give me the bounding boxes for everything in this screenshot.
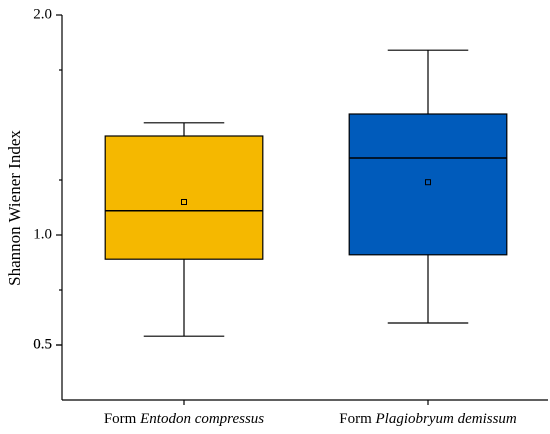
category-prefix: Form: [339, 411, 372, 427]
y-tick-label: 1.0: [33, 226, 52, 242]
category-species: Entodon compressus: [139, 411, 264, 427]
box: [104, 135, 264, 260]
y-tick-label: 2.0: [33, 6, 52, 22]
mean: [425, 179, 431, 186]
y-tick-label: 0.5: [33, 336, 52, 352]
x-tick-label: Form Entodon compressus: [104, 411, 264, 427]
mean: [181, 199, 187, 205]
x-tick-label: Form Plagiobryum demissum: [339, 411, 517, 427]
y-tick-label: 0.5: [33, 336, 52, 352]
category-prefix: Form: [104, 411, 137, 427]
category-species: Plagiobryum demissum: [375, 411, 517, 427]
y-axis-label: Shannon Wiener Index: [5, 130, 24, 286]
